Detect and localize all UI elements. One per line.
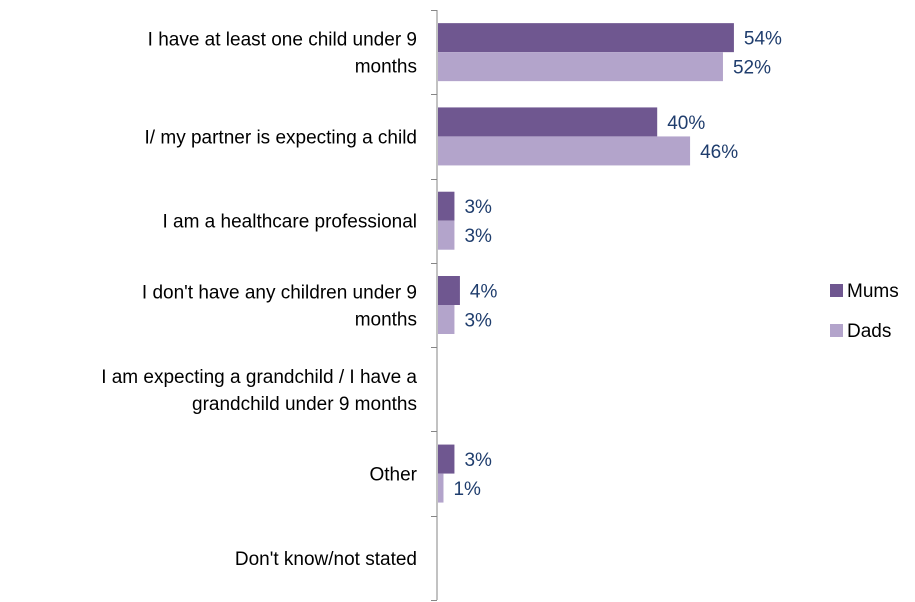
bars bbox=[438, 23, 734, 503]
value-label-mums: 40% bbox=[667, 113, 705, 134]
value-label-dads: 46% bbox=[700, 142, 738, 163]
category-label-line: grandchild under 9 months bbox=[192, 394, 417, 415]
category-label: I am a healthcare professional bbox=[162, 212, 417, 233]
bar-dads bbox=[438, 52, 723, 82]
legend-label-mums: Mums bbox=[847, 281, 899, 302]
category-labels: I have at least one child under 9 monthsI… bbox=[101, 30, 417, 570]
category-label: I/ my partner is expecting a child bbox=[145, 127, 417, 148]
category-label-line: I am a healthcare professional bbox=[162, 212, 417, 233]
value-label-dads: 3% bbox=[464, 311, 492, 332]
category-label-line: months bbox=[355, 310, 417, 331]
category-label-line: months bbox=[355, 57, 417, 78]
category-axis-ticks bbox=[431, 10, 437, 601]
category-label-line: I don't have any children under 9 bbox=[142, 283, 417, 304]
bar-dads bbox=[438, 220, 455, 250]
legend-swatch-mums bbox=[830, 284, 843, 297]
bar-dads bbox=[438, 473, 444, 503]
category-label: Other bbox=[369, 465, 417, 486]
value-label-mums: 3% bbox=[464, 197, 492, 218]
value-label-dads: 1% bbox=[453, 479, 481, 500]
category-label-line: I have at least one child under 9 bbox=[148, 30, 417, 51]
category-label: I don't have any children under 9 months bbox=[142, 283, 417, 331]
bar-mums bbox=[438, 191, 455, 221]
category-label: I have at least one child under 9 months bbox=[148, 30, 417, 78]
category-label: Don't know/not stated bbox=[235, 549, 417, 570]
category-label: I am expecting a grandchild / I have a gr… bbox=[101, 367, 417, 415]
bar-mums bbox=[438, 23, 734, 53]
value-label-mums: 54% bbox=[744, 29, 782, 50]
value-label-mums: 4% bbox=[470, 282, 498, 303]
bar-dads bbox=[438, 305, 455, 334]
value-labels: 54% 52% 40% 46% 3% 3% 4% 3% 3% 1% bbox=[453, 29, 782, 500]
legend-swatch-dads bbox=[830, 324, 843, 337]
bar-mums bbox=[438, 276, 460, 305]
value-label-dads: 3% bbox=[464, 226, 492, 247]
legend-label-dads: Dads bbox=[847, 321, 891, 342]
bar-mums bbox=[438, 444, 455, 474]
category-label-line: Other bbox=[369, 465, 417, 486]
bar-mums bbox=[438, 107, 658, 137]
category-label-line: I/ my partner is expecting a child bbox=[145, 127, 417, 148]
legend: Mums Dads bbox=[830, 281, 899, 342]
bar-dads bbox=[438, 136, 691, 166]
category-label-line: Don't know/not stated bbox=[235, 549, 417, 570]
value-label-mums: 3% bbox=[464, 450, 492, 471]
category-label-line: I am expecting a grandchild / I have a bbox=[101, 367, 417, 388]
value-label-dads: 52% bbox=[733, 58, 771, 79]
